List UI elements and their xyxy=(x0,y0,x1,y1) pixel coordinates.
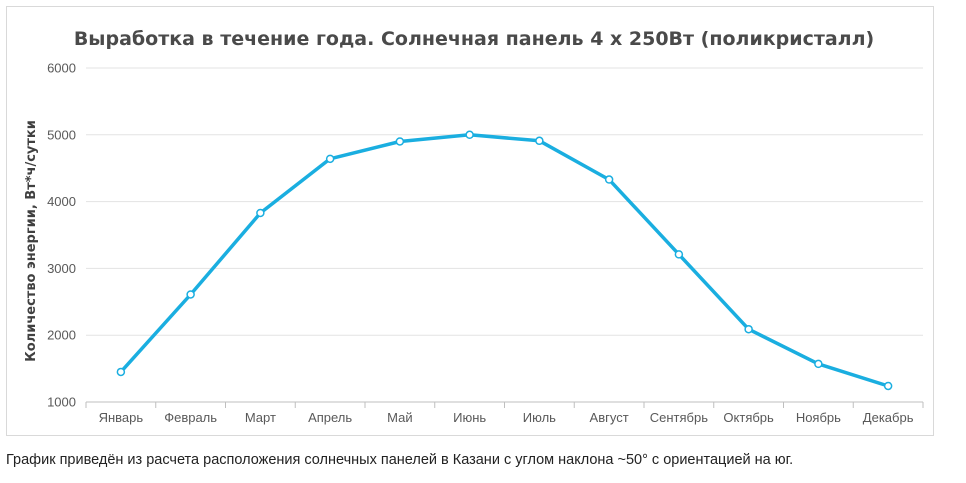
y-tick-label: 6000 xyxy=(47,61,76,76)
x-tick-label: Октябрь xyxy=(723,410,774,425)
data-point xyxy=(604,175,614,184)
x-tick-label: Май xyxy=(387,410,412,425)
chart-caption: График приведён из расчета расположения … xyxy=(6,452,794,468)
data-point xyxy=(744,324,753,334)
y-tick-label: 3000 xyxy=(47,261,76,276)
y-tick-label: 4000 xyxy=(47,194,76,209)
data-point xyxy=(116,367,126,377)
x-tick-label: Январь xyxy=(99,410,144,425)
data-markers xyxy=(116,130,893,391)
data-point xyxy=(883,381,893,391)
data-point xyxy=(535,136,544,146)
x-tick-label: Апрель xyxy=(308,410,352,425)
axes xyxy=(85,401,924,408)
data-point xyxy=(465,130,474,140)
x-tick-label: Ноябрь xyxy=(796,410,841,425)
x-tick-label: Сентябрь xyxy=(650,410,708,425)
x-tick-label: Август xyxy=(590,410,629,425)
series-line xyxy=(119,133,890,388)
data-series xyxy=(119,133,890,388)
x-tick-label: Февраль xyxy=(164,410,217,425)
x-tick-label: Июнь xyxy=(453,410,486,425)
x-tick-labels: Январь Февраль Март Апрель Май Июнь Июль Август… xyxy=(99,410,914,425)
data-point xyxy=(325,154,335,164)
y-tick-label: 5000 xyxy=(47,127,76,142)
line-chart: Выработка в течение года. Солнечная пане… xyxy=(24,28,924,425)
data-point xyxy=(395,137,405,146)
data-point xyxy=(674,250,684,259)
x-tick-label: Июль xyxy=(523,410,556,425)
x-tick-label: Март xyxy=(245,410,276,425)
x-tick-label: Декабрь xyxy=(863,410,914,425)
y-tick-label: 2000 xyxy=(47,328,76,343)
y-tick-labels: 1000 2000 3000 4000 5000 6000 xyxy=(47,61,76,410)
data-point xyxy=(814,359,823,369)
gridlines xyxy=(86,67,923,336)
y-axis-title: Количество энергии, Вт*ч/сутки xyxy=(24,120,39,362)
chart-title: Выработка в течение года. Солнечная пане… xyxy=(74,28,874,50)
data-point xyxy=(256,208,265,218)
y-tick-label: 1000 xyxy=(47,395,76,410)
chart-container: Выработка в течение года. Солнечная пане… xyxy=(6,6,934,436)
data-point xyxy=(186,290,195,299)
